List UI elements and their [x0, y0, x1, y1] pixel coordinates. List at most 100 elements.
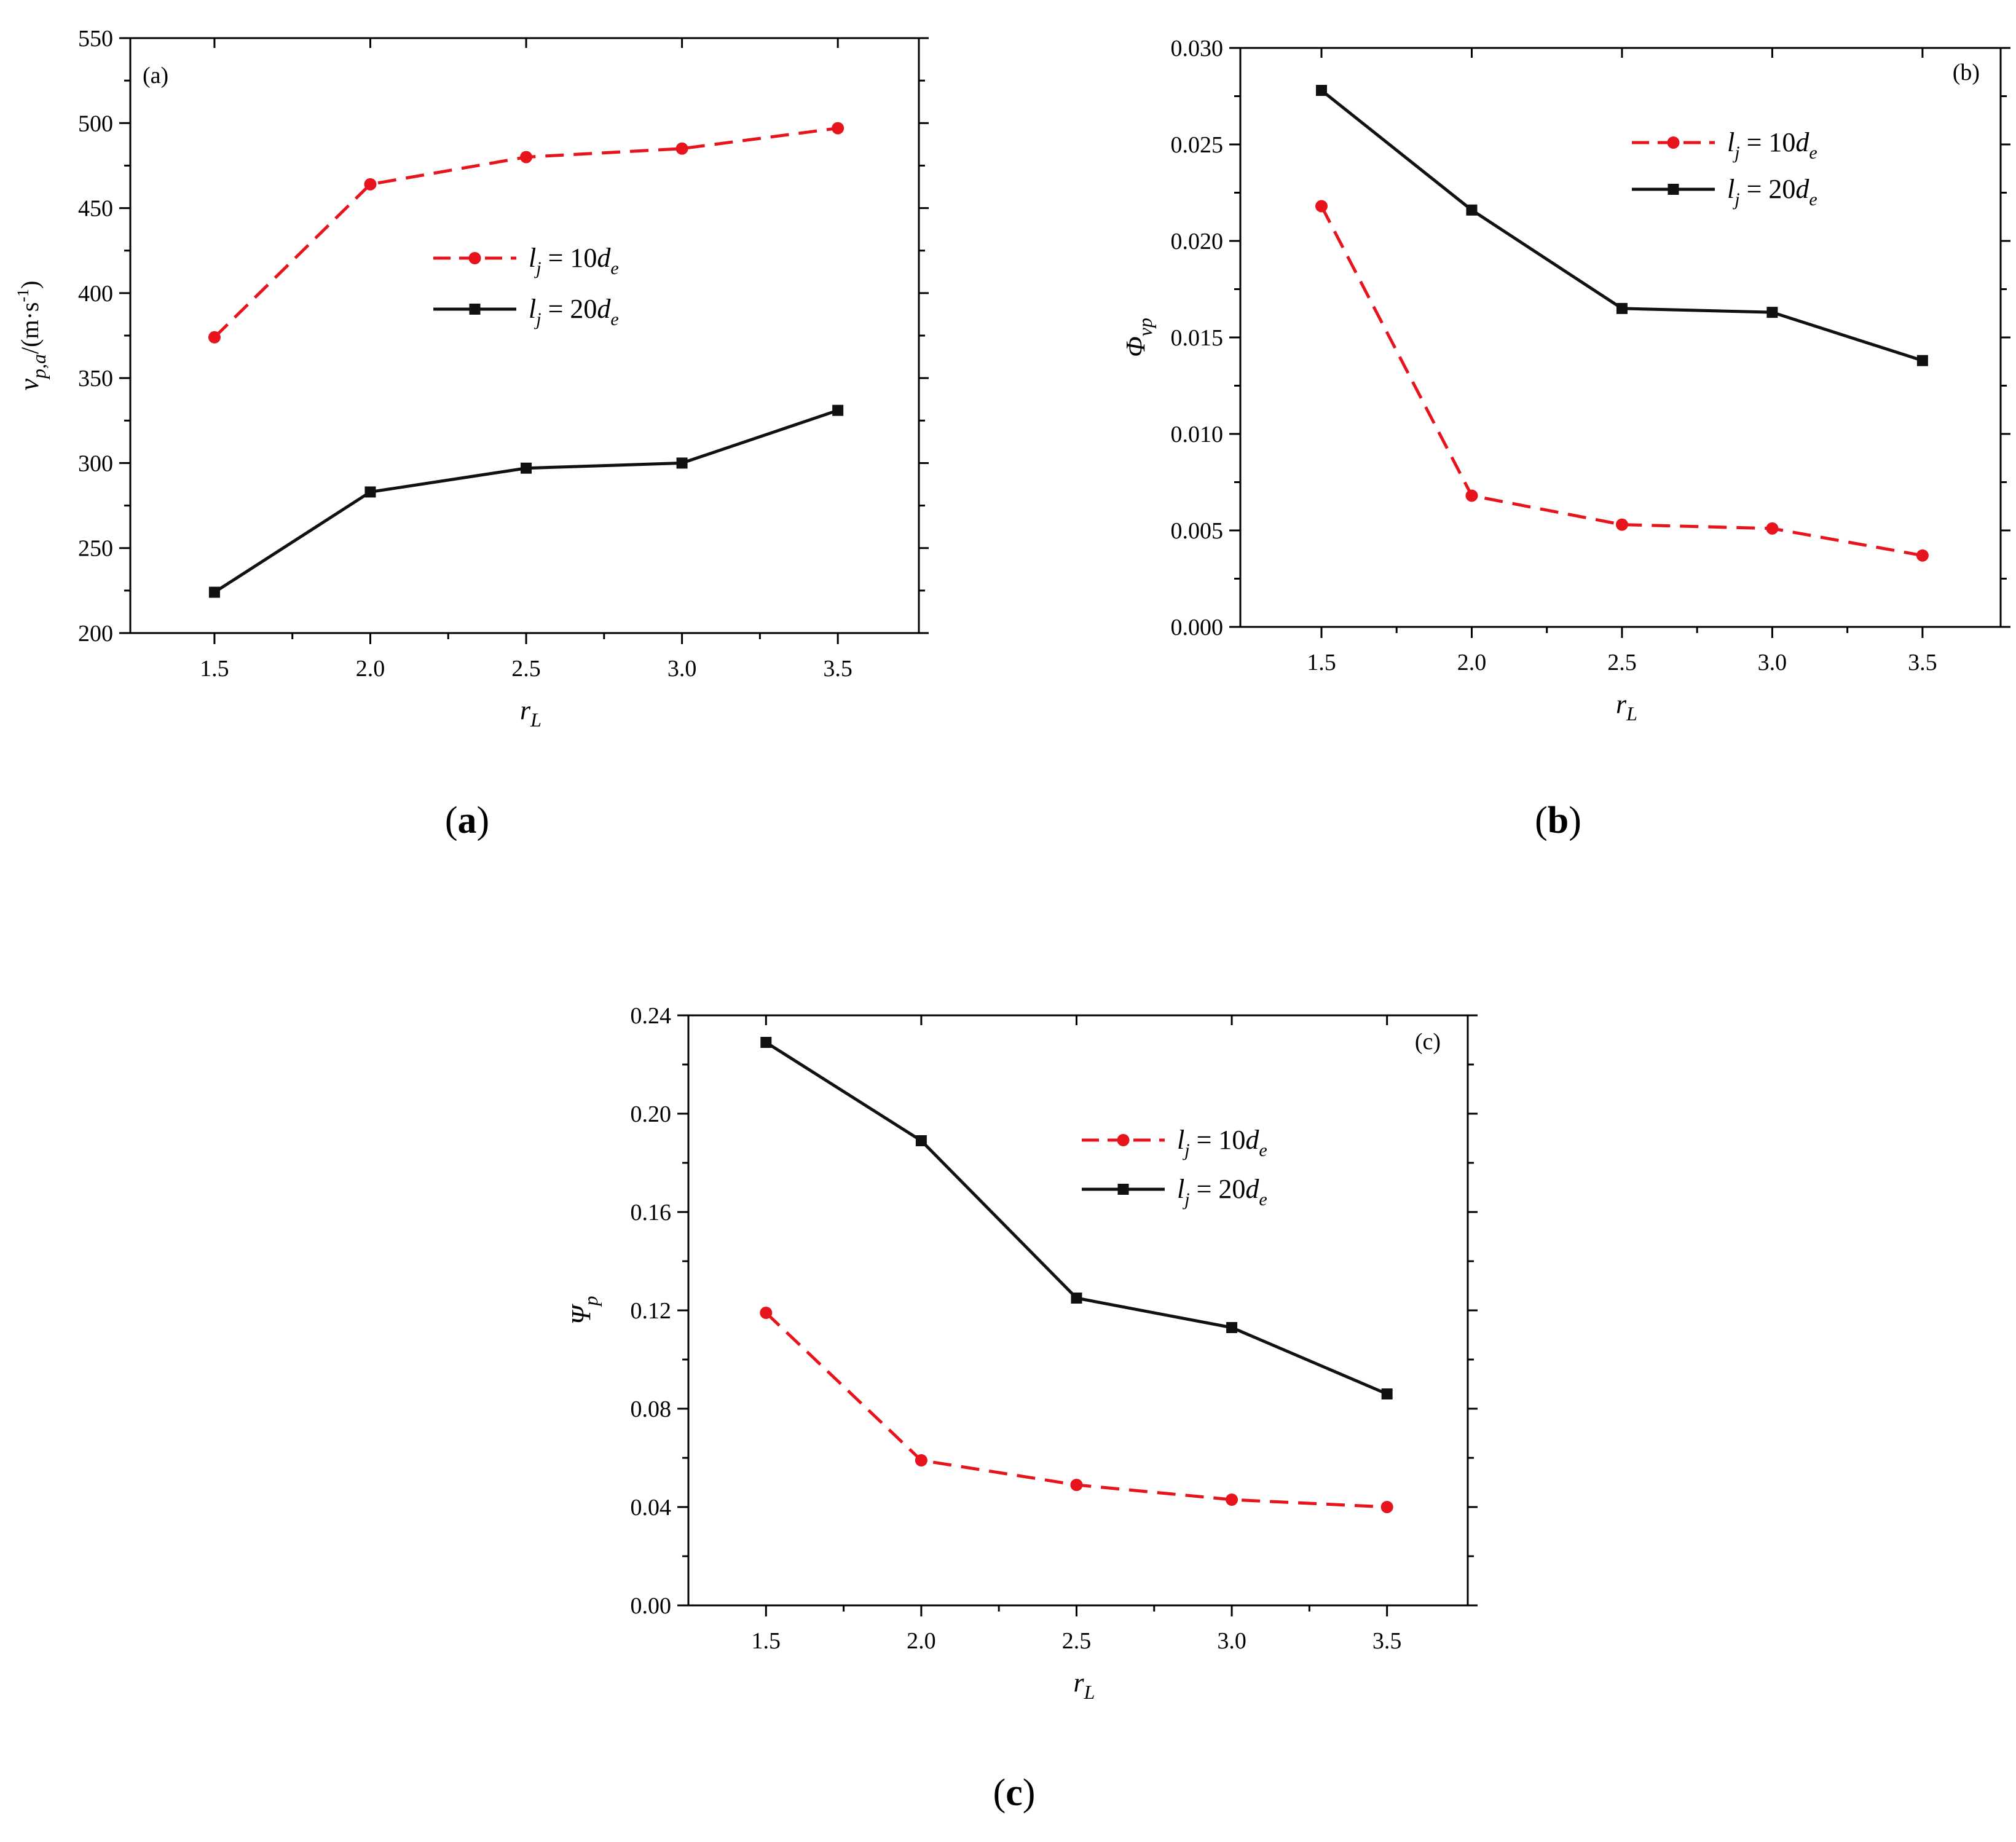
caption-letter: c	[1006, 1772, 1023, 1814]
x-tick-label: 3.5	[823, 656, 852, 682]
y-tick-label: 500	[78, 111, 113, 136]
x-axis-label-main: r	[1616, 689, 1627, 719]
data-point	[760, 1307, 773, 1319]
caption-paren: (	[1535, 800, 1548, 841]
y-tick-label: 550	[78, 26, 113, 52]
caption-letter: a	[458, 800, 477, 841]
legend-sub: j	[1732, 189, 1739, 210]
data-point	[832, 404, 844, 416]
x-tick-label: 1.5	[1307, 650, 1336, 675]
data-point	[676, 457, 688, 469]
x-tick-label: 3.5	[1372, 1628, 1402, 1654]
caption-paren: )	[477, 800, 490, 841]
legend-label: lj = 10de	[529, 243, 619, 278]
caption-paren: (	[993, 1772, 1006, 1814]
y-axis-label: vp,a/(m·s-1)	[14, 281, 50, 391]
y-axis-label-sub: p,a	[28, 354, 50, 380]
x-axis-label-main: r	[1074, 1667, 1085, 1698]
legend-sub: e	[1259, 1189, 1267, 1210]
legend-sub: j	[1732, 143, 1739, 163]
y-axis-label-sub: p	[580, 1296, 602, 1307]
legend-var: l	[529, 243, 536, 273]
data-point	[364, 178, 377, 191]
plot-frame	[129, 37, 920, 634]
x-tick-label: 3.0	[667, 656, 697, 682]
legend-var: l	[529, 294, 536, 324]
data-point	[1616, 302, 1628, 314]
y-axis-label-unit: /(m·s	[16, 302, 44, 354]
x-tick-label: 2.0	[356, 656, 385, 682]
caption-paren: )	[1023, 1772, 1036, 1814]
data-point	[915, 1135, 927, 1146]
legend-marker	[1668, 184, 1679, 195]
legend-marker	[1117, 1184, 1129, 1195]
y-axis-label: Ψp	[566, 1296, 602, 1325]
legend-sub: e	[1259, 1140, 1267, 1160]
data-point	[1466, 204, 1478, 216]
legend-var: d	[597, 243, 611, 273]
y-tick-label: 250	[78, 536, 113, 562]
legend-sub: j	[534, 309, 541, 329]
legend-equals: = 10	[541, 243, 597, 273]
x-axis-label-sub: L	[1084, 1681, 1095, 1703]
series-line	[213, 409, 838, 594]
data-point	[1381, 1388, 1393, 1399]
data-point	[915, 1454, 927, 1466]
chart-panel-b: 1.5 2.0 2.5 3.0 3.5 0.000 0.005 0.010 0.015 0.020…	[1120, 36, 2010, 841]
x-axis-label-sub: L	[1626, 703, 1637, 725]
y-tick-label: 200	[78, 621, 113, 647]
panel-tag: (a)	[143, 63, 168, 89]
data-point	[520, 151, 533, 163]
y-tick-label: 0.08	[631, 1396, 672, 1422]
legend-var: l	[1177, 1174, 1184, 1204]
series-line	[765, 1041, 1388, 1396]
series-lj-20de: lj = 20de	[1316, 85, 1928, 366]
x-axis-label-sub: L	[530, 709, 541, 731]
legend-marker	[469, 304, 481, 315]
x-tick-label: 2.5	[511, 656, 541, 682]
legend-label: lj = 20de	[1727, 174, 1817, 210]
y-tick-label: 450	[78, 196, 113, 222]
data-point	[1070, 1479, 1083, 1491]
legend-var: d	[597, 294, 611, 324]
legend-sub: e	[1809, 143, 1817, 163]
legend-marker	[1117, 1134, 1130, 1146]
data-point	[1071, 1293, 1082, 1304]
legend-var: d	[1795, 174, 1809, 204]
legend-var: l	[1727, 127, 1734, 157]
series-line	[1320, 89, 1923, 363]
series-lj-10de: lj = 10de	[760, 1125, 1393, 1513]
x-axis-label: rL	[1616, 689, 1637, 725]
plot-frame	[1239, 47, 2002, 628]
y-tick-label: 400	[78, 281, 113, 307]
y-tick-label: 0.000	[1171, 615, 1224, 640]
y-tick-label: 0.025	[1171, 132, 1224, 158]
x-tick-label: 2.5	[1607, 650, 1637, 675]
data-point	[1465, 489, 1478, 502]
legend-sub: j	[1182, 1140, 1189, 1160]
data-point	[1226, 1322, 1238, 1333]
legend-sub: j	[1182, 1189, 1189, 1210]
y-tick-label: 0.015	[1171, 325, 1224, 351]
legend-var: l	[1727, 174, 1734, 204]
y-axis-label-main: v	[14, 378, 44, 390]
legend-sub: j	[534, 258, 541, 278]
data-point	[1615, 518, 1628, 531]
data-point	[675, 142, 688, 155]
legend-equals: = 20	[1740, 174, 1796, 204]
legend-equals: = 10	[1740, 127, 1796, 157]
legend-equals: = 20	[541, 294, 597, 324]
series-lj-10de: lj = 10de	[208, 122, 845, 344]
series-lj-20de: lj = 20de	[208, 294, 844, 598]
x-tick-label: 2.5	[1062, 1628, 1092, 1654]
legend-equals: = 10	[1190, 1125, 1246, 1155]
x-tick-label: 2.0	[907, 1628, 936, 1654]
y-tick-label: 0.00	[631, 1593, 672, 1619]
legend-var: d	[1795, 127, 1809, 157]
chart-panel-c: 1.5 2.0 2.5 3.0 3.5 0.00 0.04 0.08 0.12 0.16 0.20 0…	[566, 1003, 1478, 1814]
y-tick-label: 0.24	[631, 1003, 672, 1029]
data-point	[1380, 1501, 1393, 1513]
legend-var: l	[1177, 1125, 1184, 1155]
x-axis-label-main: r	[520, 695, 531, 725]
